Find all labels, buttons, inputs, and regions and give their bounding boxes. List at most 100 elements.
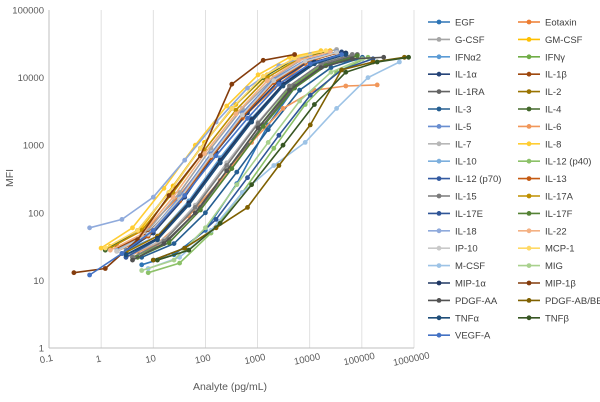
legend-label: IFNγ xyxy=(545,52,565,63)
y-axis-title: MFI xyxy=(4,169,16,187)
data-point xyxy=(292,55,297,61)
legend-label: IL-5 xyxy=(455,122,471,133)
legend-label: IL-1RA xyxy=(455,87,485,98)
legend-swatch-marker xyxy=(436,211,442,216)
series-il-15 xyxy=(130,52,355,260)
data-point xyxy=(177,190,183,195)
legend-item: EGF xyxy=(428,18,475,29)
legend-item: IL-17F xyxy=(518,209,573,220)
data-point xyxy=(292,52,297,57)
data-point xyxy=(224,103,230,109)
data-point xyxy=(123,252,129,258)
data-point xyxy=(217,160,223,166)
legend-label: IL-12 (p70) xyxy=(455,174,501,185)
data-point xyxy=(307,92,313,98)
data-point xyxy=(271,163,277,168)
data-point xyxy=(229,81,235,87)
data-point xyxy=(114,248,120,254)
x-tick-label: 1 xyxy=(95,354,102,366)
data-point xyxy=(171,241,177,247)
y-tick-label: 1 xyxy=(39,344,44,355)
series-line xyxy=(132,53,353,259)
legend-swatch-marker xyxy=(526,19,532,25)
data-point xyxy=(240,112,245,118)
legend-label: TNFα xyxy=(455,313,479,324)
legend-label: IL-17E xyxy=(455,209,483,220)
series-pdgf-aa xyxy=(130,54,387,263)
series-lines xyxy=(71,47,411,278)
legend-item: IL-17E xyxy=(428,209,483,220)
legend-item: IL-1RA xyxy=(428,87,485,98)
data-point xyxy=(343,52,349,57)
legend-item: TNFα xyxy=(428,313,479,324)
data-point xyxy=(328,69,334,75)
legend-label: MIG xyxy=(545,261,563,272)
data-point xyxy=(98,245,104,251)
legend-item: IL-6 xyxy=(518,122,561,133)
legend-swatch-marker xyxy=(526,298,532,303)
y-tick-label: 100000 xyxy=(12,6,44,17)
data-point xyxy=(276,81,282,87)
data-point xyxy=(255,125,261,131)
data-point xyxy=(224,168,230,174)
data-point xyxy=(213,153,219,159)
data-point xyxy=(139,268,145,273)
data-point xyxy=(307,61,313,67)
legend-swatch-marker xyxy=(526,141,532,147)
data-point xyxy=(264,78,270,84)
data-point xyxy=(135,228,141,233)
x-tick-label: 100000 xyxy=(343,351,376,368)
series-tnf- xyxy=(123,52,349,258)
legend-item: IL-4 xyxy=(518,105,561,116)
legend-swatch-marker xyxy=(436,141,442,147)
y-tick-label: 1000 xyxy=(23,141,44,152)
data-point xyxy=(203,210,208,216)
data-point xyxy=(71,270,77,276)
legend-swatch-marker xyxy=(526,193,532,199)
legend-label: IL-15 xyxy=(455,192,477,203)
legend-swatch-marker xyxy=(436,37,442,42)
series-il-3 xyxy=(139,54,365,260)
legend-swatch-marker xyxy=(436,193,442,199)
legend-swatch-marker xyxy=(436,245,442,251)
legend-label: GM-CSF xyxy=(545,35,583,46)
tick-labels: 0.1 1 10 100 1000 10000 100000 1000000110100100… xyxy=(12,6,430,369)
data-point xyxy=(265,127,271,132)
data-point xyxy=(107,247,113,253)
data-point xyxy=(130,257,135,263)
legend-item: IL-8 xyxy=(518,139,561,150)
data-point xyxy=(87,272,92,278)
legend-label: M-CSF xyxy=(455,261,485,272)
data-point xyxy=(182,193,188,198)
data-point xyxy=(102,245,108,251)
legend-item: IL-17A xyxy=(518,192,574,203)
legend-item: TNFβ xyxy=(518,313,569,324)
data-point xyxy=(182,157,188,163)
legend-label: IL-10 xyxy=(455,157,477,168)
data-point xyxy=(202,151,207,157)
legend-swatch-marker xyxy=(526,54,532,60)
data-point xyxy=(130,225,135,231)
data-point xyxy=(339,67,344,73)
series-mig xyxy=(139,56,365,273)
data-point xyxy=(280,106,286,111)
legend-label: PDGF-AA xyxy=(455,296,498,307)
data-point xyxy=(192,205,198,210)
data-point xyxy=(245,115,250,121)
legend: EGF Eotaxin G-CSF GM-CSF IFNα2 IFNγ IL-1α IL-1β… xyxy=(428,18,600,342)
legend-label: IFNα2 xyxy=(455,52,481,63)
legend-swatch-marker xyxy=(526,228,532,234)
legend-item: PDGF-AB/BB xyxy=(518,296,600,307)
data-point xyxy=(349,56,355,62)
y-tick-label: 10 xyxy=(33,276,44,287)
legend-swatch-marker xyxy=(436,54,442,60)
series-mip-1- xyxy=(71,52,297,276)
legend-swatch-marker xyxy=(526,37,532,42)
data-point xyxy=(287,83,292,89)
data-point xyxy=(339,52,344,57)
legend-item: MIP-1α xyxy=(428,279,486,290)
data-point xyxy=(166,240,172,246)
data-point xyxy=(334,106,339,111)
data-point xyxy=(280,83,286,89)
data-point xyxy=(381,54,387,60)
